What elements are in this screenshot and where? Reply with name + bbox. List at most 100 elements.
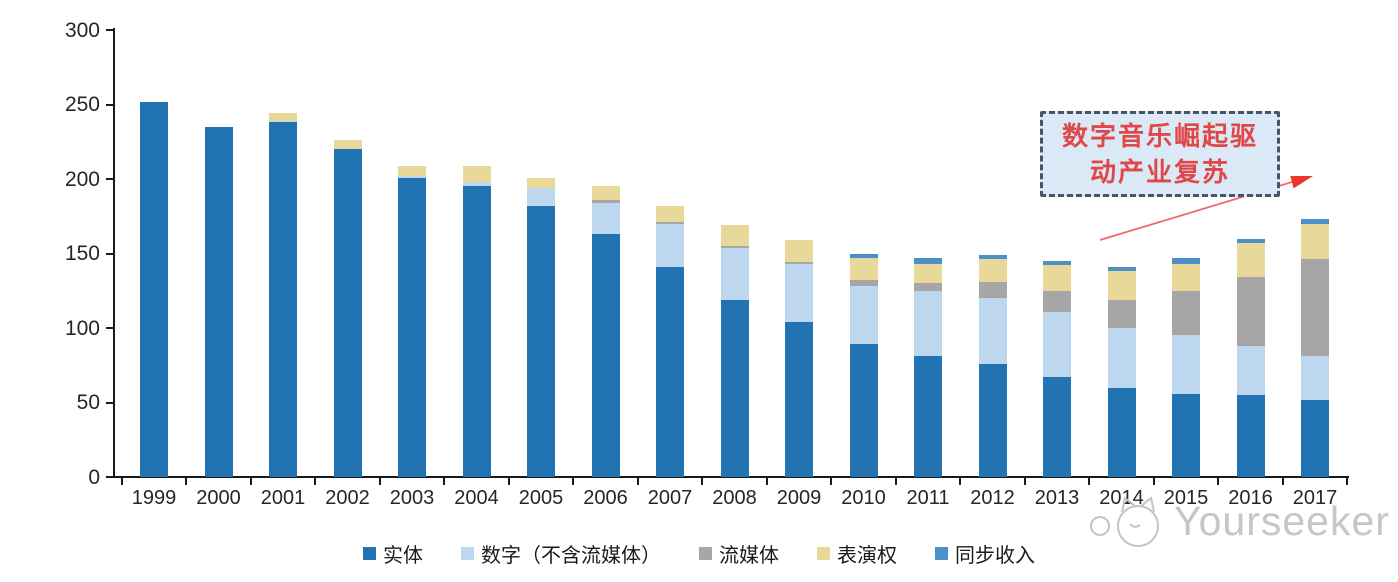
legend-label: 同步收入 [955, 545, 1035, 567]
x-tick [1023, 478, 1026, 485]
y-axis-line [113, 28, 115, 478]
bar-segment-2005-表演权 [527, 177, 555, 188]
bar-segment-2015-数字（不含流媒体） [1172, 335, 1200, 394]
x-tick [1346, 478, 1349, 485]
x-tick [378, 478, 381, 485]
bar-segment-2003-实体 [398, 177, 426, 477]
bar-segment-2007-实体 [656, 266, 684, 477]
x-category-label: 2017 [1292, 487, 1338, 509]
bar-segment-2015-实体 [1172, 393, 1200, 477]
bar-segment-2002-表演权 [333, 140, 362, 150]
legend-swatch-icon [699, 547, 712, 560]
bar-segment-2016-实体 [1236, 395, 1265, 477]
bar-segment-2013-表演权 [1043, 265, 1071, 291]
x-category-label: 2008 [712, 487, 757, 509]
annotation-callout: 数字音乐崛起驱 动产业复苏 [1040, 111, 1280, 197]
bar-segment-2017-实体 [1301, 399, 1329, 477]
bar-segment-2017-同步收入 [1301, 219, 1329, 224]
bar-segment-2014-流媒体 [1107, 299, 1136, 328]
bar-segment-2013-实体 [1043, 377, 1071, 477]
legend-item: 流媒体 [699, 539, 779, 568]
bar-segment-2015-同步收入 [1172, 257, 1200, 264]
bar-segment-2004-表演权 [462, 165, 491, 182]
y-tick-label: 250 [64, 93, 100, 116]
x-category-label: 2003 [389, 487, 435, 509]
watermark: Yourseeker [1086, 494, 1390, 548]
y-tick-label: 300 [64, 18, 100, 42]
bar-segment-2011-数字（不含流媒体） [914, 290, 942, 357]
y-tick [106, 401, 114, 404]
bar-segment-2014-表演权 [1107, 271, 1136, 300]
legend-item: 实体 [363, 539, 423, 568]
bar-segment-2008-实体 [720, 299, 749, 477]
x-tick [1217, 478, 1220, 485]
bar-segment-2008-表演权 [720, 225, 749, 247]
bar-segment-2012-表演权 [978, 259, 1007, 282]
bar-segment-2014-数字（不含流媒体） [1107, 328, 1136, 388]
bar-segment-2011-表演权 [914, 263, 942, 284]
bar-segment-2011-流媒体 [914, 283, 942, 291]
x-tick [249, 478, 252, 485]
y-tick [106, 178, 114, 180]
x-tick [636, 478, 639, 485]
bar-segment-2012-实体 [978, 363, 1007, 477]
bar-segment-2004-实体 [462, 186, 491, 477]
x-category-label: 2005 [518, 487, 564, 509]
yourseeker-logo-icon [1090, 496, 1159, 547]
x-tick [830, 478, 833, 485]
bar-segment-2013-流媒体 [1043, 290, 1071, 312]
bar-segment-2008-数字（不含流媒体） [720, 247, 749, 300]
x-category-label: 2001 [260, 487, 306, 509]
bar-segment-2003-数字（不含流媒体） [398, 176, 426, 178]
watermark-text: Yourseeker [1174, 497, 1390, 544]
bar-segment-2006-数字（不含流媒体） [591, 202, 620, 235]
x-category-label: 2009 [776, 487, 822, 509]
bar-segment-2012-数字（不含流媒体） [978, 298, 1007, 364]
bar-segment-2010-同步收入 [849, 253, 878, 258]
y-tick [106, 476, 114, 478]
bar-segment-2016-数字（不含流媒体） [1236, 345, 1265, 396]
bar-segment-2017-表演权 [1301, 223, 1329, 260]
bar-segment-2009-数字（不含流媒体） [785, 263, 813, 323]
x-category-label: 2011 [906, 487, 950, 509]
bar-segment-2007-数字（不含流媒体） [656, 223, 684, 267]
legend-label: 流媒体 [719, 545, 779, 567]
x-category-label: 2013 [1034, 487, 1080, 509]
y-tick [106, 29, 114, 31]
x-tick [1088, 478, 1091, 485]
x-tick [894, 478, 897, 485]
bar-segment-2006-流媒体 [591, 199, 620, 203]
bar-segment-2011-同步收入 [914, 257, 942, 264]
legend-swatch-icon [935, 547, 948, 560]
x-category-label: 2015 [1163, 487, 1209, 509]
x-category-label: 2007 [647, 487, 693, 509]
legend-swatch-icon [461, 547, 474, 560]
bar-segment-2017-流媒体 [1301, 259, 1329, 357]
x-tick [572, 478, 575, 485]
bar-segment-2010-表演权 [849, 257, 878, 281]
x-category-label: 2002 [325, 487, 370, 509]
x-tick [507, 478, 510, 485]
legend-item: 同步收入 [935, 539, 1035, 568]
x-tick [443, 478, 446, 485]
y-tick-label: 50 [76, 391, 100, 414]
annotation-text-line2: 动产业复苏 [1089, 157, 1230, 187]
x-tick [959, 478, 962, 485]
bar-segment-2016-表演权 [1236, 243, 1265, 278]
legend-item: 数字（不含流媒体） [461, 539, 661, 568]
bar-segment-2008-流媒体 [720, 246, 749, 248]
bar-segment-2016-流媒体 [1236, 277, 1265, 346]
annotation-text-line1: 数字音乐崛起驱 [1061, 121, 1258, 151]
x-category-label: 2012 [970, 487, 1015, 509]
legend-swatch-icon [363, 547, 376, 560]
legend-label: 数字（不含流媒体） [481, 545, 661, 567]
bar-segment-2000-实体 [204, 126, 233, 477]
bar-segment-2001-数字（不含流媒体） [269, 120, 297, 123]
y-tick-label: 150 [64, 242, 100, 265]
y-tick-label: 0 [88, 465, 100, 489]
x-tick [1281, 478, 1284, 485]
bar-segment-2013-数字（不含流媒体） [1043, 311, 1071, 378]
bar-segment-2005-实体 [527, 205, 555, 477]
y-tick-label: 200 [64, 167, 100, 191]
bar-segment-2005-数字（不含流媒体） [527, 187, 555, 206]
